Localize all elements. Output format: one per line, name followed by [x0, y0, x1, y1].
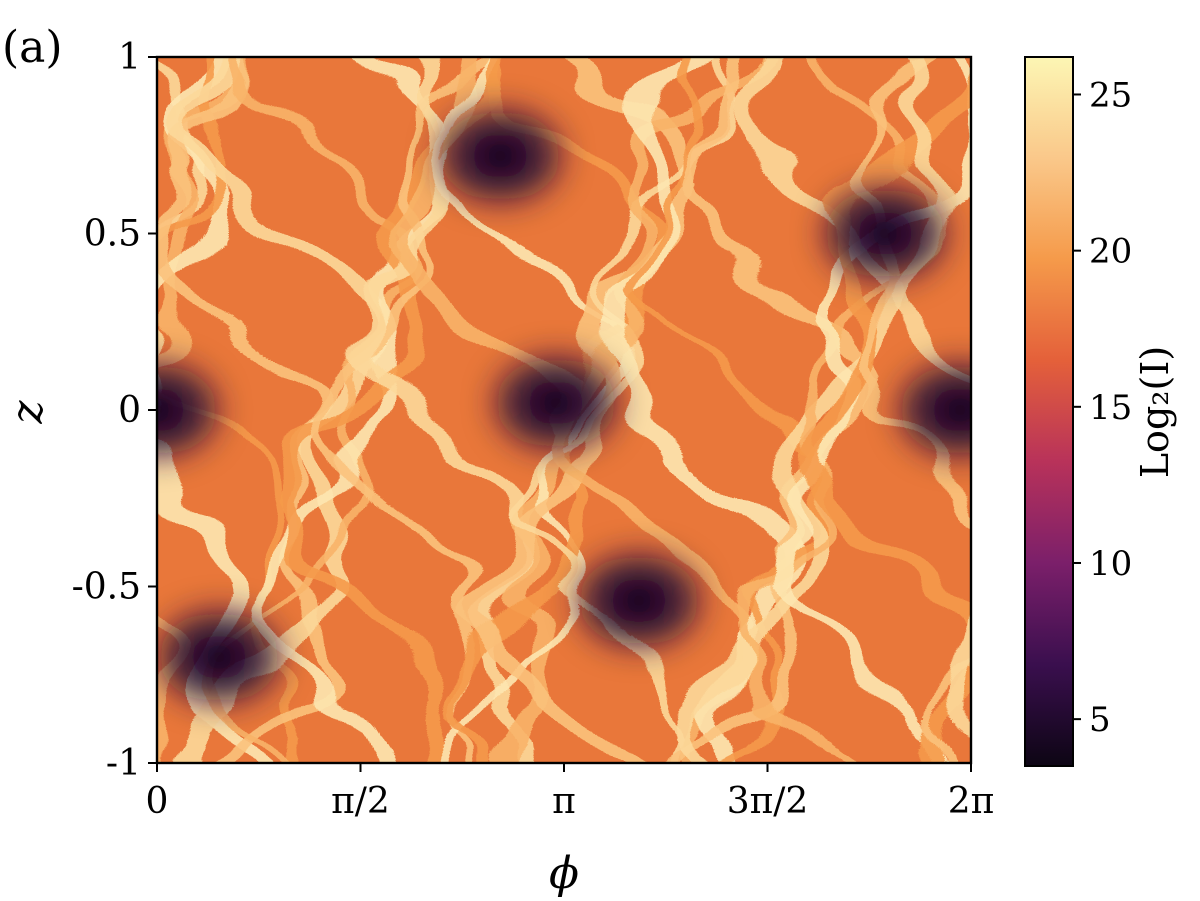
colorbar-tick-label: 25	[1089, 75, 1132, 115]
heatmap-band	[670, 57, 872, 763]
heatmap	[157, 57, 971, 763]
heatmap-band	[805, 81, 971, 763]
y-tick-label: -1	[106, 743, 141, 784]
x-tick-label: 0	[146, 781, 169, 822]
colorbar-tick-label: 5	[1089, 700, 1111, 740]
x-axis-label: ϕ	[549, 848, 579, 899]
y-tick-label: 0.5	[84, 214, 141, 255]
y-axis-label: z	[2, 400, 53, 425]
colorbar-tick-label: 15	[1089, 388, 1132, 428]
colorbar-ticks: 25 20 15 10 5	[1073, 75, 1132, 740]
heatmap-band	[271, 57, 503, 763]
heatmap-dark-core	[470, 135, 531, 176]
y-tick-label: 0	[118, 390, 141, 431]
colorbar-tick-label: 10	[1089, 544, 1132, 584]
y-tick-label: -0.5	[72, 567, 141, 608]
y-tick-label: 1	[118, 37, 141, 78]
heatmap-dark-core	[526, 382, 587, 423]
heatmap-dark-core	[855, 213, 916, 254]
x-tick-label: π	[552, 781, 576, 822]
heatmap-band	[855, 57, 971, 763]
colorbar-tick-label: 20	[1089, 232, 1132, 272]
x-tick-label: π/2	[331, 781, 390, 822]
colorbar-label: Log₂(I)	[1133, 346, 1177, 478]
panel-label: (a)	[2, 22, 63, 73]
colorbar-gradient	[1024, 56, 1074, 767]
heatmap-dark-core	[157, 390, 187, 430]
heatmap-dark-core	[930, 390, 971, 430]
colorbar: 25 20 15 10 5 Log₂(I)	[1024, 56, 1177, 767]
x-tick-label: 2π	[948, 781, 995, 822]
heatmap-dark-regions	[157, 109, 971, 704]
heatmap-dark-core	[608, 580, 669, 621]
x-axis-ticks: 0 π/2 π 3π/2 2π	[146, 763, 995, 822]
y-axis-ticks: 1 0.5 0 -0.5 -1	[72, 37, 157, 784]
heatmap-dark-core	[189, 637, 250, 678]
x-tick-label: 3π/2	[727, 781, 809, 822]
heatmap-band	[724, 57, 946, 763]
